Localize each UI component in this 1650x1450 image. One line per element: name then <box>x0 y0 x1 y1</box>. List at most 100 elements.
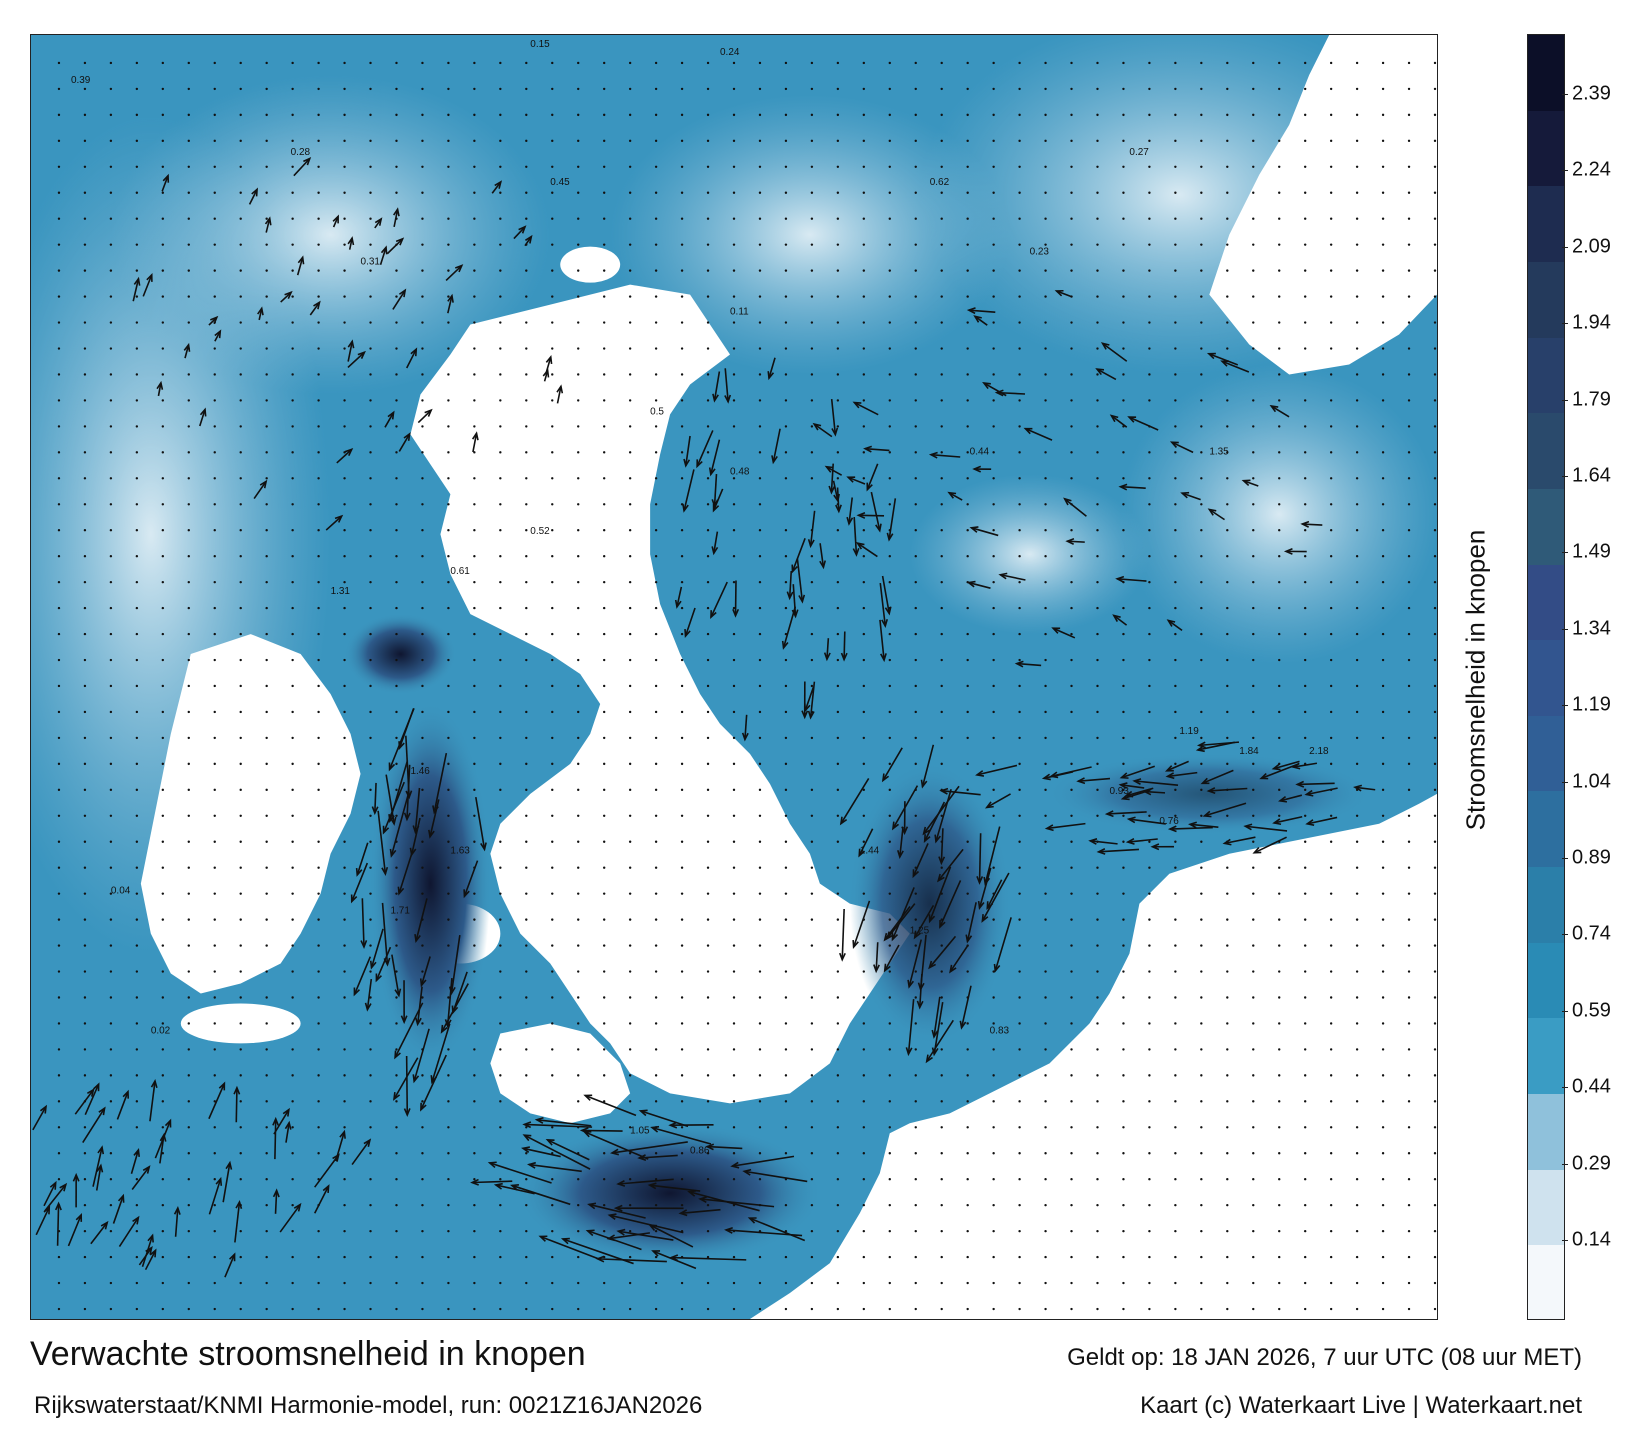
grid-dot <box>758 1126 762 1129</box>
grid-dot <box>628 1126 632 1129</box>
grid-dot <box>1226 1255 1229 1259</box>
grid-dot <box>317 373 320 376</box>
grid-dot <box>836 295 840 298</box>
grid-dot <box>680 1022 684 1025</box>
grid-dot <box>499 788 502 792</box>
grid-dot <box>1381 1281 1385 1285</box>
grid-dot <box>836 710 840 714</box>
grid-dot <box>343 892 346 895</box>
grid-dot <box>1278 944 1281 947</box>
grid-dot <box>421 1281 424 1285</box>
grid-dot <box>732 477 736 480</box>
grid-dot <box>1329 1307 1333 1311</box>
grid-dot <box>447 762 450 766</box>
grid-dot <box>83 788 87 792</box>
grid-dot <box>161 1307 165 1311</box>
grid-dot <box>992 1074 995 1077</box>
grid-dot <box>1200 736 1203 740</box>
grid-dot <box>369 814 372 817</box>
grid-dot <box>992 866 995 869</box>
grid-dot <box>499 191 502 194</box>
grid-dot <box>187 1074 190 1077</box>
grid-dot <box>265 1203 268 1207</box>
grid-dot <box>888 1074 891 1077</box>
grid-dot <box>499 321 502 324</box>
grid-dot <box>291 684 294 688</box>
grid-dot <box>706 321 710 324</box>
grid-dot <box>1200 529 1203 532</box>
grid-dot <box>525 451 528 454</box>
grid-dot <box>499 373 502 376</box>
grid-dot <box>758 814 762 817</box>
grid-dot <box>291 113 294 117</box>
grid-dot <box>1355 1126 1359 1129</box>
current-arrow <box>560 1237 634 1265</box>
grid-dot <box>1252 918 1255 921</box>
grid-dot <box>1018 788 1021 792</box>
grid-dot <box>291 658 294 662</box>
grid-dot <box>1018 632 1021 636</box>
grid-dot <box>784 217 788 220</box>
grid-dot <box>1070 269 1073 272</box>
grid-dot <box>1070 243 1073 246</box>
grid-dot <box>1303 866 1307 869</box>
current-arrow <box>1126 816 1166 825</box>
grid-dot <box>1096 1126 1099 1129</box>
grid-dot <box>654 710 658 714</box>
speed-label: 0.39 <box>71 75 91 86</box>
grid-dot <box>1381 451 1385 454</box>
grid-dot <box>577 139 580 143</box>
grid-dot <box>1018 61 1021 65</box>
grid-dot <box>732 866 736 869</box>
grid-dot <box>551 944 554 947</box>
grid-dot <box>706 1255 710 1259</box>
grid-dot <box>1407 1152 1411 1155</box>
grid-dot <box>940 1178 943 1181</box>
grid-dot <box>473 321 476 324</box>
grid-dot <box>1070 788 1073 792</box>
grid-dot <box>1200 269 1203 272</box>
grid-dot <box>810 269 814 272</box>
grid-dot <box>758 425 762 428</box>
grid-dot <box>732 606 736 610</box>
grid-dot <box>992 814 995 817</box>
grid-dot <box>1044 61 1047 65</box>
current-arrow <box>819 543 827 570</box>
grid-dot <box>1278 503 1281 506</box>
grid-dot <box>758 684 762 688</box>
grid-dot <box>57 554 61 558</box>
grid-dot <box>1226 347 1229 350</box>
grid-dot <box>1122 554 1125 558</box>
grid-dot <box>680 658 684 662</box>
grid-dot <box>265 477 268 480</box>
grid-dot <box>83 243 87 246</box>
grid-dot <box>499 217 502 220</box>
grid-dot <box>784 243 788 246</box>
grid-dot <box>706 269 710 272</box>
grid-dot <box>784 139 788 143</box>
grid-dot <box>187 866 190 869</box>
grid-dot <box>966 840 969 843</box>
grid-dot <box>888 165 891 168</box>
grid-dot <box>1018 165 1021 168</box>
grid-dot <box>421 477 424 480</box>
current-arrow <box>389 792 410 858</box>
grid-dot <box>1278 1022 1281 1025</box>
grid-dot <box>499 840 502 843</box>
grid-dot <box>57 814 61 817</box>
grid-dot <box>57 165 61 168</box>
current-arrow <box>606 1232 650 1242</box>
grid-dot <box>888 918 891 921</box>
grid-dot <box>1174 1100 1177 1103</box>
grid-dot <box>1355 1229 1359 1233</box>
grid-dot <box>213 529 216 532</box>
current-arrow <box>994 389 1026 397</box>
grid-dot <box>1278 918 1281 921</box>
grid-dot <box>1355 191 1359 194</box>
current-arrow <box>524 234 533 247</box>
grid-dot <box>1407 1281 1411 1285</box>
grid-dot <box>213 399 216 402</box>
current-arrow <box>977 867 992 910</box>
grid-dot <box>447 944 450 947</box>
grid-dot <box>810 1178 814 1181</box>
